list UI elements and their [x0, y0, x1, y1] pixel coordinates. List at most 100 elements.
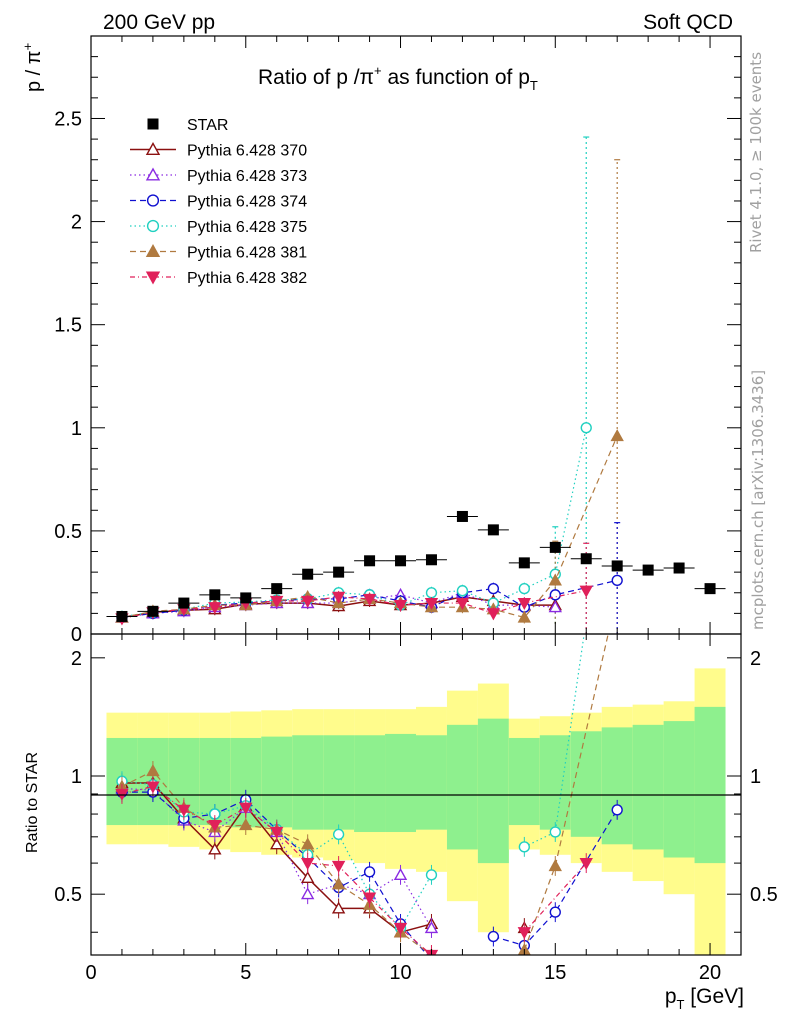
ratio-tick-label-right: 1 — [750, 766, 761, 788]
y-axis-title-sup: + — [20, 43, 35, 51]
star-point — [456, 510, 468, 522]
legend-item-375: Pythia 6.428 375 — [130, 219, 307, 236]
axis-ticks: 0 5 10 15 20 0 0.5 1 1.5 2 2.5 0.5 0.5 1 1 2 2 — [54, 35, 778, 984]
legend-label-381: Pythia 6.428 381 — [187, 245, 307, 262]
ratio-point-375 — [549, 826, 561, 838]
y-tick-label: 0.5 — [54, 521, 82, 543]
ratio-point-373 — [424, 921, 439, 934]
y-tick-label: 1 — [71, 418, 82, 440]
legend-label-374: Pythia 6.428 374 — [187, 194, 307, 211]
legend-marker-374 — [146, 194, 160, 207]
series-line-374 — [121, 579, 618, 619]
x-axis-title-main: p — [665, 985, 677, 1008]
ratio-tick-label: 1 — [71, 766, 82, 788]
legend-marker-381 — [145, 244, 161, 257]
ratio-point-382 — [146, 781, 160, 794]
legend-item-374: Pythia 6.428 374 — [130, 194, 307, 211]
y-axis-title: p / π+ — [20, 43, 45, 92]
legend-item-381: Pythia 6.428 381 — [130, 244, 307, 262]
band-inner-15 — [539, 735, 571, 830]
rivet-label: Rivet 4.1.0, ≥ 100k events — [747, 52, 765, 253]
series-point-381 — [548, 573, 562, 586]
ratio-line-382 — [523, 862, 587, 933]
chart-title-mid: as function of p — [382, 66, 530, 89]
star-point — [209, 589, 221, 601]
series-point-374 — [487, 582, 500, 595]
ratio-y-axis-title: Ratio to STAR — [24, 752, 41, 853]
x-tick-label: 15 — [544, 962, 566, 984]
ratio-point-382 — [270, 826, 284, 839]
legend-marker-STAR — [147, 118, 159, 130]
star-point — [425, 554, 437, 566]
series-point-382 — [393, 600, 408, 613]
ratio-point-382 — [300, 858, 315, 871]
x-axis-title-sub: T — [677, 997, 685, 1012]
series-point-381 — [610, 429, 624, 442]
ratio-point-370 — [300, 870, 315, 884]
y-tick-label: 2.5 — [54, 108, 82, 130]
series-point-374 — [549, 589, 561, 601]
ratio-point-382 — [177, 804, 191, 817]
series-point-382 — [208, 602, 222, 615]
legend-label-370: Pythia 6.428 370 — [187, 143, 307, 160]
band-inner-8 — [323, 735, 355, 830]
y-tick-label: 2 — [71, 212, 82, 234]
ratio-line-381 — [523, 634, 609, 951]
ratio-point-374 — [611, 804, 623, 816]
ratio-point-374 — [363, 866, 376, 878]
series-point-374 — [611, 574, 623, 587]
series-point-381 — [517, 610, 532, 623]
star-point — [116, 610, 128, 622]
ratio-tick-label-right: 0.5 — [750, 884, 778, 906]
ratio-tick-label: 2 — [71, 648, 82, 670]
ratio-series-382 — [115, 776, 593, 955]
star-point — [178, 597, 190, 609]
ratio-line-382 — [121, 785, 432, 955]
y-tick-label: 1.5 — [54, 315, 82, 337]
legend-item-373: Pythia 6.428 373 — [130, 167, 307, 185]
series-line-375 — [121, 427, 587, 618]
band-inner-19 — [663, 721, 695, 858]
ratio-point-382 — [362, 892, 377, 905]
star-point — [487, 524, 499, 536]
ratio-point-382 — [517, 927, 532, 940]
legend-marker-370 — [145, 142, 161, 156]
series-point-382 — [517, 597, 532, 611]
star-point — [147, 605, 159, 617]
series-point-382 — [579, 585, 593, 598]
ratio-point-370 — [208, 842, 222, 855]
legend-marker-375 — [146, 219, 160, 233]
ratio-point-382 — [208, 819, 222, 832]
chart-title: Ratio of p /π+ as function of pT — [258, 63, 538, 93]
star-point — [364, 555, 376, 567]
series-point-375 — [456, 585, 469, 597]
star-point — [642, 564, 654, 576]
legend: STAR Pythia 6.428 370 Pythia 6.428 373 Pyth… — [130, 117, 307, 287]
x-tick-label: 10 — [389, 962, 411, 984]
band-inner-13 — [477, 718, 509, 864]
band-inner-7 — [292, 735, 324, 830]
ratio-point-382 — [239, 802, 253, 815]
ratio-line-374 — [493, 809, 618, 947]
header-right: Soft QCD — [643, 11, 733, 34]
ratio-tick-label-right: 2 — [750, 648, 761, 670]
series-STAR — [106, 510, 726, 622]
band-inner-16 — [570, 731, 602, 837]
series-375 — [116, 421, 592, 623]
band-inner-6 — [261, 736, 293, 828]
legend-label-373: Pythia 6.428 373 — [187, 168, 307, 185]
x-tick-label: 0 — [85, 962, 96, 984]
band-inner-17 — [601, 727, 633, 845]
star-point — [518, 557, 530, 569]
legend-item-370: Pythia 6.428 370 — [130, 142, 307, 160]
star-point — [673, 562, 685, 574]
ratio-point-374 — [487, 930, 500, 943]
x-tick-label: 5 — [240, 962, 251, 984]
series-point-382 — [300, 595, 315, 608]
band-inner-10 — [385, 733, 416, 833]
source-label: mcplots.cern.ch [arXiv:1306.3436] — [749, 370, 767, 630]
band-inner-18 — [632, 724, 664, 850]
ratio-point-375 — [518, 841, 530, 853]
star-point — [611, 560, 623, 572]
x-axis-title: pT [GeV] — [665, 985, 744, 1012]
